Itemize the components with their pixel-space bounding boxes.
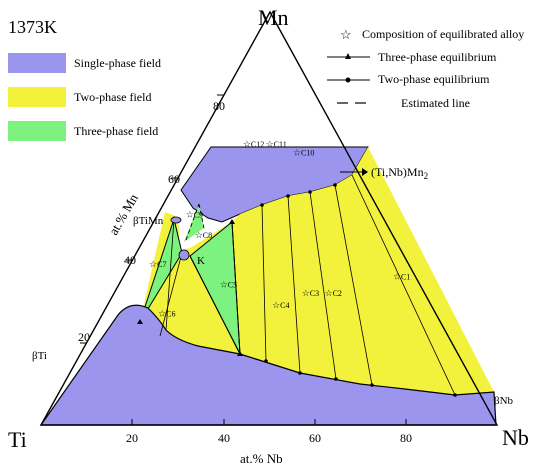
- alloy-label-c9: C9: [194, 210, 203, 219]
- beta-timn-label: βTiMn: [133, 215, 164, 227]
- legend-label-three-phase-eq: Three-phase equilibrium: [378, 50, 497, 64]
- beta-nb-label: βNb: [494, 395, 514, 407]
- arrow-right-icon: [362, 168, 368, 176]
- legend-label-two-phase-eq: Two-phase equilibrium: [378, 72, 490, 86]
- tie-lines: [159, 174, 456, 396]
- two-phase-region: [140, 147, 494, 395]
- beta-timn-phase-lens: [170, 216, 182, 224]
- corner-label-nb: Nb: [502, 425, 529, 450]
- triangle-outline: [39, 10, 499, 426]
- left-tick-20: 20: [78, 330, 90, 344]
- alloy-star-c2: ☆: [325, 288, 333, 298]
- three-phase-triangle-left: [139, 217, 183, 323]
- estimated-lines: [185, 203, 205, 241]
- bottom-tick-80: 80: [400, 431, 412, 445]
- axis-title-nb: at.% Nb: [240, 451, 283, 466]
- alloy-label-c3: C3: [310, 289, 319, 298]
- legend-label-composition: Composition of equilibrated alloy: [362, 27, 524, 41]
- legend-swatch-single-phase: [8, 53, 66, 73]
- legend-fields: Single-phase field Two-phase field Three…: [8, 53, 161, 141]
- point-k-marker: [178, 249, 190, 261]
- alloy-star-c3: ☆: [302, 288, 310, 298]
- alloy-star-c8: ☆: [195, 230, 203, 240]
- alloy-label-c1: C1: [401, 272, 410, 281]
- alloy-star-c11: ☆: [266, 139, 274, 149]
- alloy-label-c7: C7: [157, 260, 166, 269]
- alloy-composition-markers: ☆ C1☆ C2☆ C3☆ C4☆ C5☆ C6☆ C7☆ C8☆ C9☆ C10☆ C11☆ C12: [149, 139, 410, 318]
- legend-label-estimated: Estimated line: [401, 96, 470, 110]
- legend-swatch-three-phase: [8, 121, 66, 141]
- alloy-star-c4: ☆: [272, 300, 280, 310]
- point-k-label: K: [197, 255, 205, 267]
- alloy-label-c11: C11: [274, 140, 287, 149]
- three-phase-boundaries: [189, 221, 241, 355]
- left-tick-labels: 20 40 60 80: [78, 99, 225, 344]
- corner-label-mn: Mn: [258, 5, 289, 30]
- alloy-star-c6: ☆: [158, 308, 166, 318]
- legend-symbols: ☆ Composition of equilibrated alloy Thre…: [327, 27, 524, 110]
- bottom-tick-40: 40: [218, 431, 230, 445]
- alloy-star-c7: ☆: [149, 259, 157, 269]
- beta-ti-label: βTi: [32, 350, 47, 362]
- left-tick-80: 80: [213, 99, 225, 113]
- star-icon: ☆: [340, 27, 352, 42]
- left-tick-60: 60: [168, 172, 180, 186]
- alloy-label-c2: C2: [333, 289, 342, 298]
- laves-phase-label-group: (Ti,Nb)Mn2: [340, 165, 428, 181]
- alloy-star-c5: ☆: [220, 280, 228, 290]
- temperature-label: 1373K: [8, 17, 57, 37]
- alloy-star-c1: ☆: [393, 271, 401, 281]
- legend-label-single-phase: Single-phase field: [74, 56, 161, 70]
- alloy-label-c12: C12: [251, 140, 264, 149]
- alloy-star-c12: ☆: [243, 139, 251, 149]
- alloy-star-c9: ☆: [186, 209, 194, 219]
- left-tick-40: 40: [124, 253, 136, 267]
- three-phase-line-icon: [327, 53, 370, 59]
- alloy-label-c4: C4: [280, 301, 289, 310]
- two-phase-markers: [260, 183, 457, 397]
- laves-phase-label: (Ti,Nb)Mn2: [371, 165, 428, 181]
- legend-swatch-two-phase: [8, 87, 66, 107]
- alloy-label-c6: C6: [166, 309, 175, 318]
- tick-marks: [80, 94, 407, 425]
- bottom-tick-labels: 20 40 60 80: [126, 431, 412, 445]
- bottom-tick-60: 60: [309, 431, 321, 445]
- corner-label-ti: Ti: [8, 427, 27, 452]
- legend-label-two-phase: Two-phase field: [74, 90, 151, 104]
- legend-label-three-phase: Three-phase field: [74, 124, 158, 138]
- two-phase-line-icon: [327, 77, 370, 83]
- alloy-label-c8: C8: [203, 231, 212, 240]
- alloy-label-c5: C5: [228, 281, 237, 290]
- bottom-tick-20: 20: [126, 431, 138, 445]
- alloy-star-c10: ☆: [293, 147, 301, 157]
- alloy-label-c10: C10: [301, 148, 314, 157]
